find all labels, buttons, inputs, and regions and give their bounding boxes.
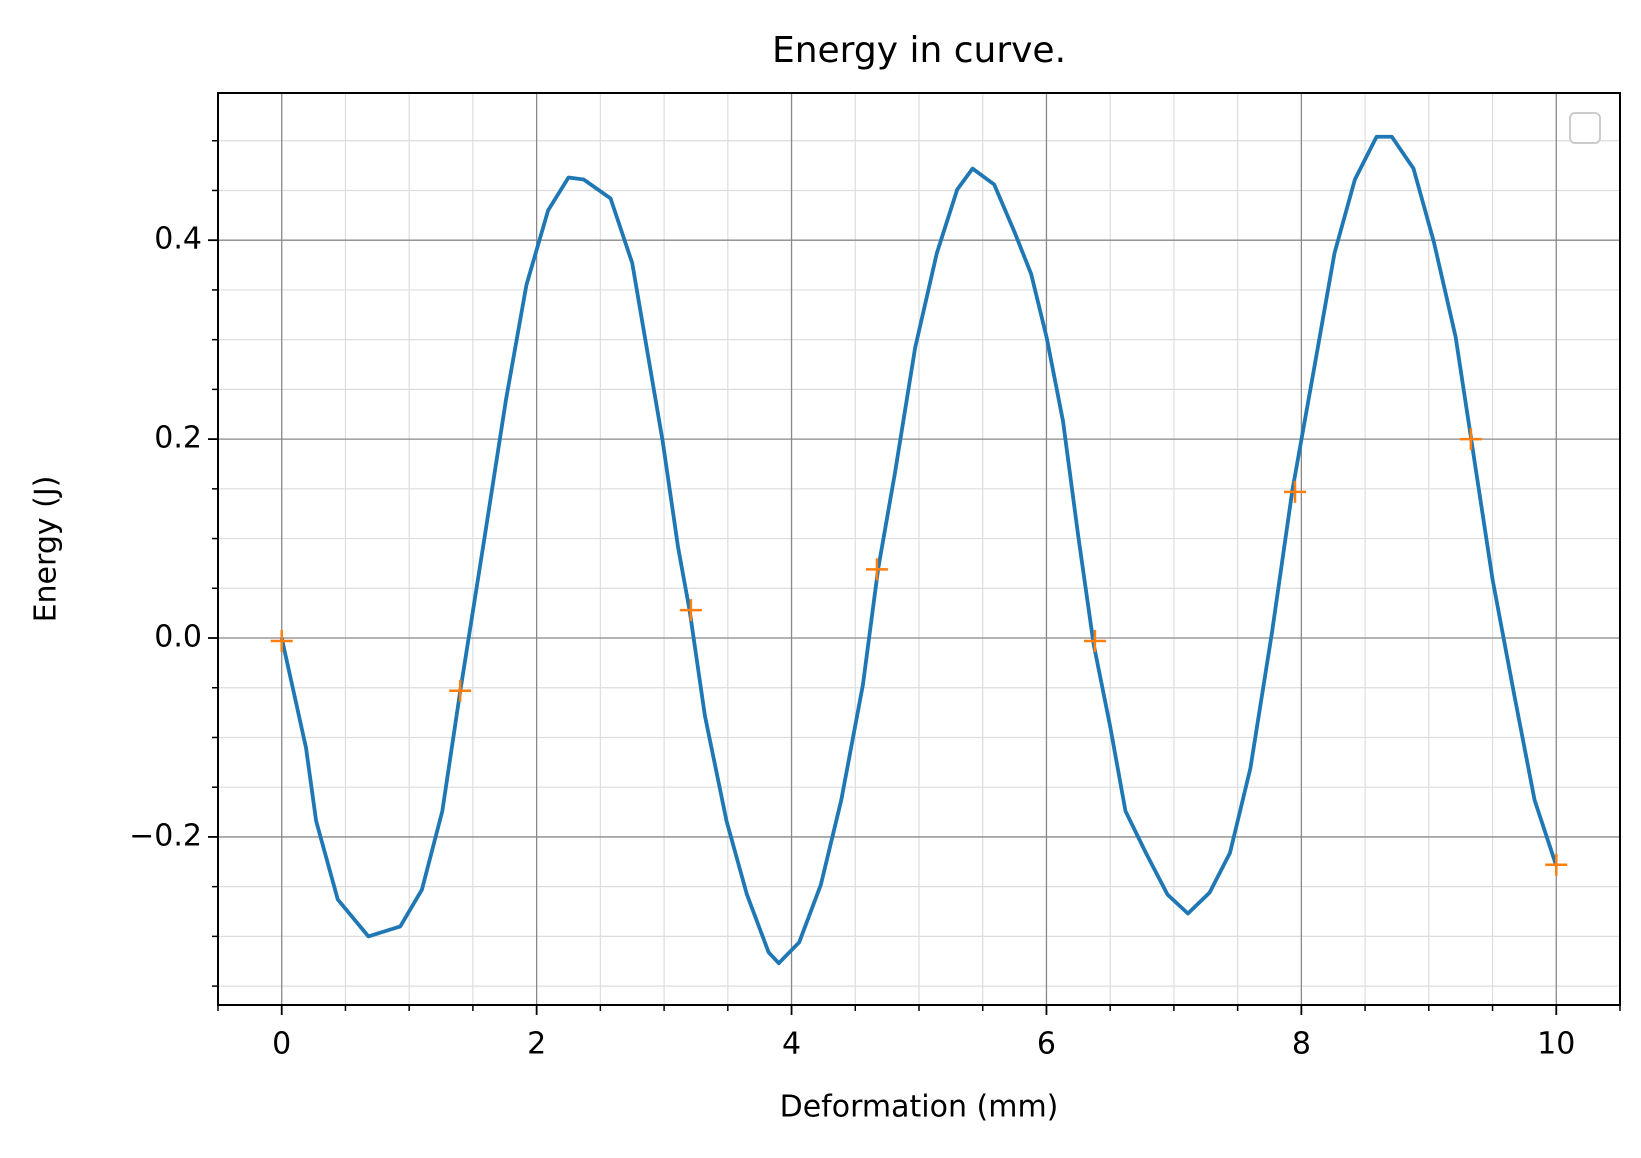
data-line: [279, 134, 1559, 966]
x-tick-label: 6: [1037, 1027, 1056, 1062]
y-axis-label: Energy (J): [29, 476, 64, 623]
x-tick-label: 4: [782, 1027, 801, 1062]
data-point: [1545, 853, 1568, 876]
x-tick-label: 2: [527, 1027, 546, 1062]
data-point: [1283, 480, 1306, 503]
y-tick-label: 0.4: [154, 222, 202, 257]
data-point: [1083, 629, 1106, 652]
x-axis-label: Deformation (mm): [780, 1090, 1059, 1125]
y-tick-label: −0.2: [129, 818, 202, 853]
y-tick-label: 0.0: [154, 620, 202, 655]
x-tick-label: 10: [1537, 1027, 1575, 1062]
data-point: [449, 679, 472, 702]
data-point: [1459, 428, 1482, 451]
chart-title: Energy in curve.: [772, 30, 1066, 71]
x-tick-label: 0: [272, 1027, 291, 1062]
x-tick-label: 8: [1292, 1027, 1311, 1062]
data-point: [865, 558, 888, 581]
legend: [1569, 112, 1601, 144]
y-tick-label: 0.2: [154, 421, 202, 456]
plot-frame: [217, 92, 1621, 1006]
data-point: [270, 629, 293, 652]
data-point: [679, 599, 702, 622]
